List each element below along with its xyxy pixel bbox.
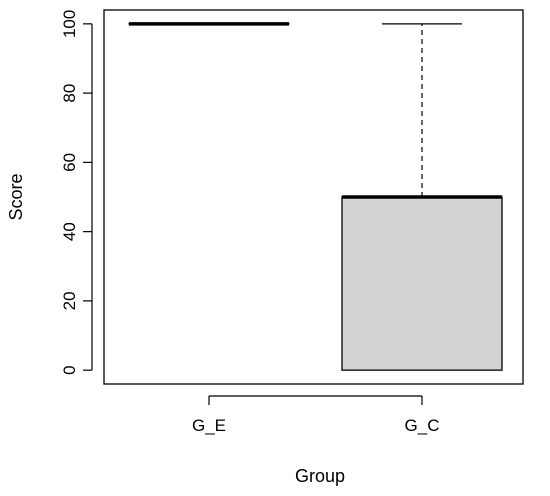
y-tick-label: 0 [60, 365, 79, 374]
x-axis: G_E G_C [192, 395, 440, 435]
plot-frame [103, 9, 524, 385]
y-tick-label: 80 [60, 84, 79, 103]
box-G_C [341, 23, 503, 371]
y-tick-label: 60 [60, 153, 79, 172]
x-tick-label: G_E [192, 416, 226, 435]
x-tick-label: G_C [405, 416, 440, 435]
y-tick-label: 100 [60, 10, 79, 38]
y-axis: 0 20 40 60 80 100 [60, 10, 93, 375]
y-tick-label: 20 [60, 291, 79, 310]
x-axis-title: Group [295, 466, 345, 486]
y-axis-title: Score [6, 173, 26, 220]
boxes [128, 22, 503, 371]
y-tick-label: 40 [60, 222, 79, 241]
box-body [341, 196, 503, 371]
